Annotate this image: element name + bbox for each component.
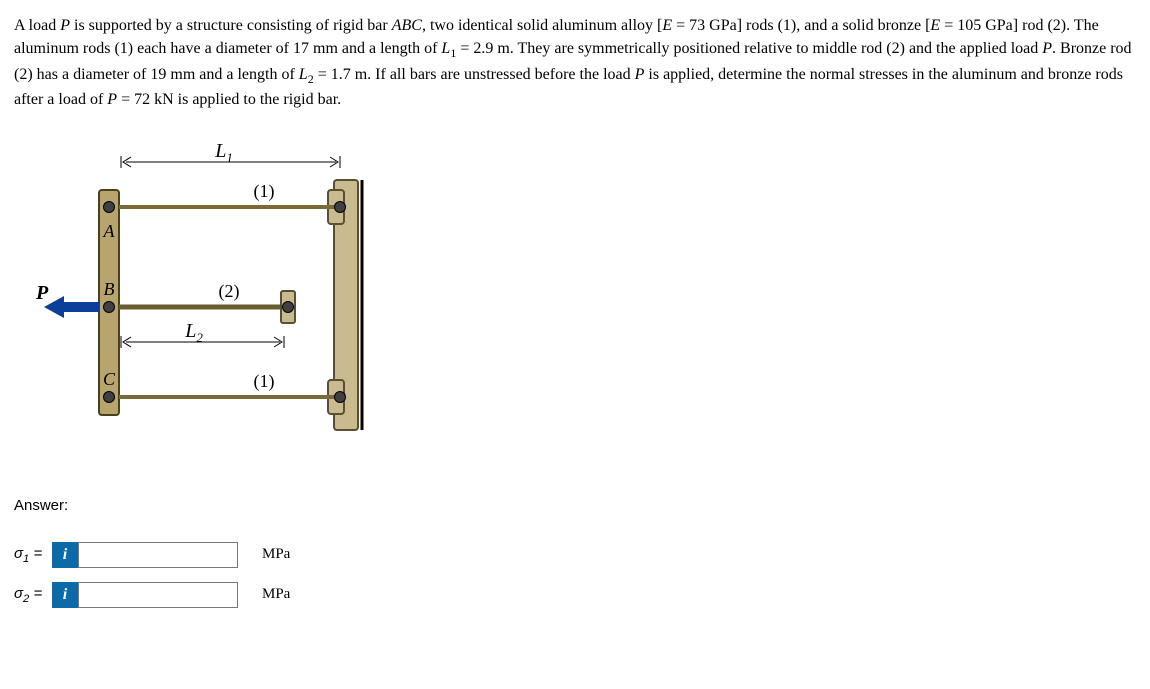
- svg-text:B: B: [104, 279, 115, 299]
- text: = 1.7 m. If all bars are unstressed befo…: [314, 66, 635, 83]
- unit-label: MPa: [262, 546, 290, 563]
- sigma1-input[interactable]: [78, 542, 238, 568]
- var-L1: L: [441, 40, 450, 57]
- text: , two identical solid aluminum alloy [: [422, 17, 662, 34]
- eq: =: [29, 585, 42, 602]
- info-icon[interactable]: i: [52, 542, 78, 568]
- svg-text:(1): (1): [254, 181, 275, 202]
- svg-text:A: A: [103, 221, 116, 241]
- unit-label: MPa: [262, 586, 290, 603]
- text: is supported by a structure consisting o…: [70, 17, 392, 34]
- text: = 73 GPa] rods (1), and a solid bronze [: [672, 17, 930, 34]
- svg-text:(2): (2): [219, 281, 240, 302]
- text: A load: [14, 17, 60, 34]
- var-E: E: [662, 17, 672, 34]
- problem-statement: A load P is supported by a structure con…: [14, 14, 1134, 112]
- var-P: P: [60, 17, 70, 34]
- var-ABC: ABC: [392, 17, 422, 34]
- info-icon[interactable]: i: [52, 582, 78, 608]
- sigma-sym: σ: [14, 545, 23, 562]
- answer-heading: Answer:: [14, 497, 1134, 514]
- svg-text:(1): (1): [254, 371, 275, 392]
- sigma2-input[interactable]: [78, 582, 238, 608]
- sigma1-row: σ1 = i MPa: [14, 542, 1134, 568]
- svg-text:C: C: [103, 369, 116, 389]
- text: = 2.9 m. They are symmetrically position…: [456, 40, 1042, 57]
- eq: =: [29, 545, 42, 562]
- text: = 72 kN is applied to the rigid bar.: [117, 91, 341, 108]
- svg-text:L2: L2: [184, 320, 203, 345]
- sigma2-row: σ2 = i MPa: [14, 582, 1134, 608]
- var-E: E: [930, 17, 940, 34]
- answer-block: Answer: σ1 = i MPa σ2 = i MPa: [14, 497, 1134, 608]
- figure-svg: L1 A B C (1) (2) (1) L2 P: [24, 142, 394, 452]
- var-P: P: [107, 91, 117, 108]
- var-P: P: [1042, 40, 1052, 57]
- svg-text:P: P: [35, 282, 49, 304]
- svg-text:L1: L1: [214, 142, 233, 165]
- figure: L1 A B C (1) (2) (1) L2 P: [24, 142, 1134, 457]
- var-P: P: [635, 66, 645, 83]
- sigma2-label: σ2 =: [14, 585, 52, 605]
- sigma1-label: σ1 =: [14, 545, 52, 565]
- sigma-sym: σ: [14, 585, 23, 602]
- var-L2: L: [299, 66, 308, 83]
